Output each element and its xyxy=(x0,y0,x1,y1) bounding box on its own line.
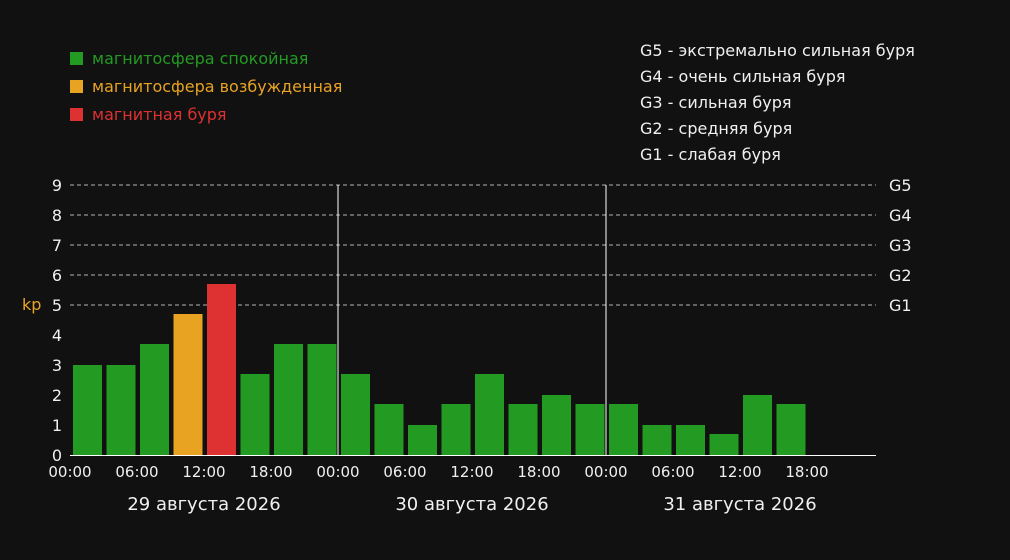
kp-bar xyxy=(173,314,203,455)
y-tick-label: 8 xyxy=(52,206,62,225)
right-tick-g3: G3 xyxy=(889,236,912,255)
y-tick-label: 9 xyxy=(52,176,62,195)
time-tick-label: 00:00 xyxy=(316,463,359,481)
kp-bar xyxy=(508,404,538,455)
storm-scale-g2: G2 - средняя буря xyxy=(640,119,793,138)
kp-bar xyxy=(374,404,404,455)
kp-bar xyxy=(709,434,739,455)
right-tick-g2: G2 xyxy=(889,266,912,285)
kp-bar xyxy=(575,404,605,455)
storm-scale-g1: G1 - слабая буря xyxy=(640,145,781,164)
kp-bar xyxy=(73,365,102,455)
y-tick-label: 7 xyxy=(52,236,62,255)
legend-label-excited: магнитосфера возбужденная xyxy=(92,76,343,96)
time-tick-label: 00:00 xyxy=(584,463,627,481)
storm-scale: G5 - экстремально сильная буря G4 - очен… xyxy=(640,42,915,172)
kp-bar xyxy=(609,404,638,455)
right-tick-g1: G1 xyxy=(889,296,912,315)
y-tick-label: 4 xyxy=(52,326,62,345)
storm-scale-g4: G4 - очень сильная буря xyxy=(640,67,846,86)
time-tick-label: 12:00 xyxy=(450,463,493,481)
time-tick-label: 12:00 xyxy=(182,463,225,481)
kp-bar xyxy=(475,374,504,455)
legend-item-excited: магнитосфера возбужденная xyxy=(70,72,342,100)
legend-swatch-storm xyxy=(70,107,83,121)
y-tick-label: 1 xyxy=(52,416,62,435)
time-tick-label: 18:00 xyxy=(249,463,292,481)
y-tick-label: 6 xyxy=(52,266,62,285)
y-tick-label: 0 xyxy=(52,446,62,465)
time-tick-label: 06:00 xyxy=(115,463,158,481)
kp-bar xyxy=(441,404,471,455)
kp-bar xyxy=(743,395,772,455)
y-axis-label: kp xyxy=(22,295,41,314)
storm-scale-g3: G3 - сильная буря xyxy=(640,93,792,112)
kp-bar xyxy=(106,365,136,455)
time-tick-label: 18:00 xyxy=(785,463,828,481)
legend-label-storm: магнитная буря xyxy=(92,104,227,124)
kp-bar xyxy=(307,344,337,455)
legend-label-calm: магнитосфера спокойная xyxy=(92,48,309,68)
kp-bar xyxy=(274,344,303,455)
time-tick-label: 00:00 xyxy=(48,463,91,481)
right-tick-g4: G4 xyxy=(889,206,912,225)
kp-bar xyxy=(207,284,236,455)
legend: магнитосфера спокойная магнитосфера возб… xyxy=(70,44,342,128)
kp-bar xyxy=(642,425,672,455)
time-tick-label: 12:00 xyxy=(718,463,761,481)
y-tick-label: 5 xyxy=(52,296,62,315)
day-label: 30 августа 2026 xyxy=(395,494,548,515)
day-label: 31 августа 2026 xyxy=(663,494,816,515)
kp-bar xyxy=(542,395,571,455)
time-tick-label: 06:00 xyxy=(651,463,694,481)
kp-bar xyxy=(240,374,270,455)
day-label: 29 августа 2026 xyxy=(127,494,280,515)
kp-bar xyxy=(140,344,169,455)
kp-bar xyxy=(341,374,370,455)
legend-swatch-excited xyxy=(70,79,83,93)
kp-bar xyxy=(408,425,437,455)
legend-item-calm: магнитосфера спокойная xyxy=(70,44,342,72)
kp-bar xyxy=(776,404,806,455)
kp-bar xyxy=(676,425,705,455)
time-tick-label: 18:00 xyxy=(517,463,560,481)
right-tick-g5: G5 xyxy=(889,176,912,195)
legend-swatch-calm xyxy=(70,51,83,65)
storm-scale-g5: G5 - экстремально сильная буря xyxy=(640,41,915,60)
time-tick-label: 06:00 xyxy=(383,463,426,481)
legend-item-storm: магнитная буря xyxy=(70,100,342,128)
y-tick-label: 2 xyxy=(52,386,62,405)
y-tick-label: 3 xyxy=(52,356,62,375)
